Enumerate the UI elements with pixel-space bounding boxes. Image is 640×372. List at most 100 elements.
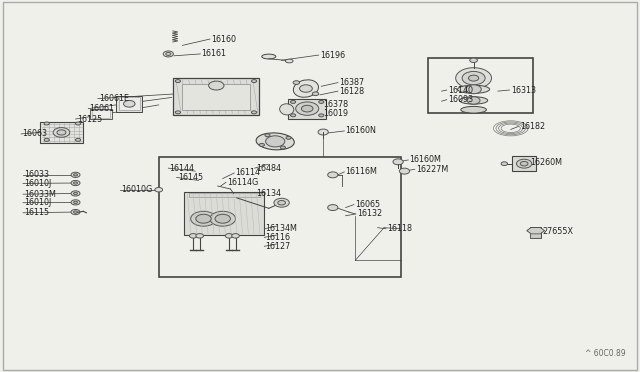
Text: 16134M: 16134M (266, 224, 298, 233)
Bar (530, 227, 541, 238)
Circle shape (301, 105, 313, 112)
Circle shape (71, 191, 80, 196)
Circle shape (74, 201, 77, 203)
Text: 16061: 16061 (90, 104, 115, 113)
Circle shape (189, 234, 197, 238)
Text: 16161: 16161 (202, 49, 227, 58)
Circle shape (175, 111, 180, 114)
Circle shape (215, 214, 230, 223)
Circle shape (293, 81, 300, 84)
Circle shape (319, 114, 324, 117)
Text: 16160N: 16160N (346, 126, 376, 135)
Circle shape (57, 130, 66, 135)
Text: 16313: 16313 (511, 86, 536, 94)
Text: 16118: 16118 (387, 224, 412, 233)
Circle shape (280, 146, 285, 149)
Bar (90, 109, 112, 119)
Circle shape (393, 159, 403, 165)
Circle shape (312, 92, 319, 96)
Bar (428, 58, 533, 113)
Circle shape (466, 85, 481, 94)
Circle shape (210, 211, 236, 226)
Circle shape (124, 100, 135, 107)
Bar (184, 192, 264, 235)
Text: 16160M: 16160M (410, 155, 442, 164)
Ellipse shape (293, 80, 319, 97)
Circle shape (468, 75, 479, 81)
Polygon shape (527, 227, 545, 234)
Text: 16116: 16116 (266, 233, 291, 242)
Text: 16125: 16125 (77, 115, 102, 124)
Bar (40, 122, 83, 143)
Circle shape (166, 52, 171, 55)
Bar (116, 96, 142, 112)
Circle shape (286, 136, 291, 140)
Circle shape (74, 211, 77, 213)
Circle shape (71, 172, 80, 177)
Circle shape (319, 100, 324, 103)
Circle shape (274, 198, 289, 207)
Ellipse shape (285, 59, 293, 63)
Circle shape (291, 114, 296, 117)
Circle shape (462, 71, 485, 85)
Circle shape (516, 159, 532, 168)
Bar (512, 156, 536, 171)
Circle shape (44, 138, 49, 141)
Circle shape (76, 138, 81, 141)
Text: 16145: 16145 (178, 173, 203, 182)
Text: 16115: 16115 (24, 208, 49, 217)
Circle shape (252, 111, 257, 114)
Ellipse shape (262, 54, 276, 59)
Bar (119, 97, 140, 110)
Text: 16260M: 16260M (530, 158, 562, 167)
Circle shape (300, 85, 312, 92)
Bar (92, 110, 110, 118)
Text: 16114: 16114 (236, 169, 260, 177)
Circle shape (291, 100, 296, 103)
Circle shape (520, 161, 528, 166)
Bar (189, 193, 260, 197)
Text: 27655X: 27655X (543, 227, 573, 236)
Circle shape (53, 128, 70, 137)
Circle shape (259, 143, 264, 146)
Text: 16065: 16065 (355, 200, 380, 209)
Circle shape (252, 80, 257, 83)
Text: 16033M: 16033M (24, 190, 56, 199)
Text: ^ 60C0.89: ^ 60C0.89 (586, 349, 626, 358)
Text: 16063: 16063 (22, 129, 47, 138)
Ellipse shape (458, 85, 490, 93)
Circle shape (74, 174, 77, 176)
Text: 16227M: 16227M (416, 165, 448, 174)
Text: 16093: 16093 (448, 95, 473, 104)
Text: 16010G: 16010G (122, 185, 153, 194)
Text: 16484: 16484 (256, 164, 281, 173)
Circle shape (71, 180, 80, 186)
Bar (182, 84, 250, 110)
Circle shape (399, 168, 410, 174)
Text: 16010J: 16010J (24, 179, 52, 188)
Text: 16019: 16019 (323, 109, 348, 118)
Circle shape (71, 200, 80, 205)
Circle shape (328, 205, 338, 211)
Text: 16033: 16033 (24, 170, 49, 179)
Ellipse shape (460, 97, 488, 104)
Circle shape (467, 97, 480, 104)
Circle shape (44, 122, 49, 125)
Circle shape (265, 134, 270, 137)
Text: 16010J: 16010J (24, 198, 52, 207)
Circle shape (232, 234, 239, 238)
Circle shape (501, 162, 508, 166)
Circle shape (163, 51, 173, 57)
Circle shape (470, 58, 477, 62)
Circle shape (209, 81, 224, 90)
Circle shape (175, 80, 180, 83)
Text: 16132: 16132 (357, 209, 382, 218)
Text: 16144: 16144 (170, 164, 195, 173)
Circle shape (278, 201, 285, 205)
Bar (173, 78, 259, 115)
Circle shape (196, 214, 211, 223)
Text: 16134: 16134 (256, 189, 281, 198)
Text: 16387: 16387 (339, 78, 364, 87)
Circle shape (318, 129, 328, 135)
Text: 16116M: 16116M (346, 167, 378, 176)
